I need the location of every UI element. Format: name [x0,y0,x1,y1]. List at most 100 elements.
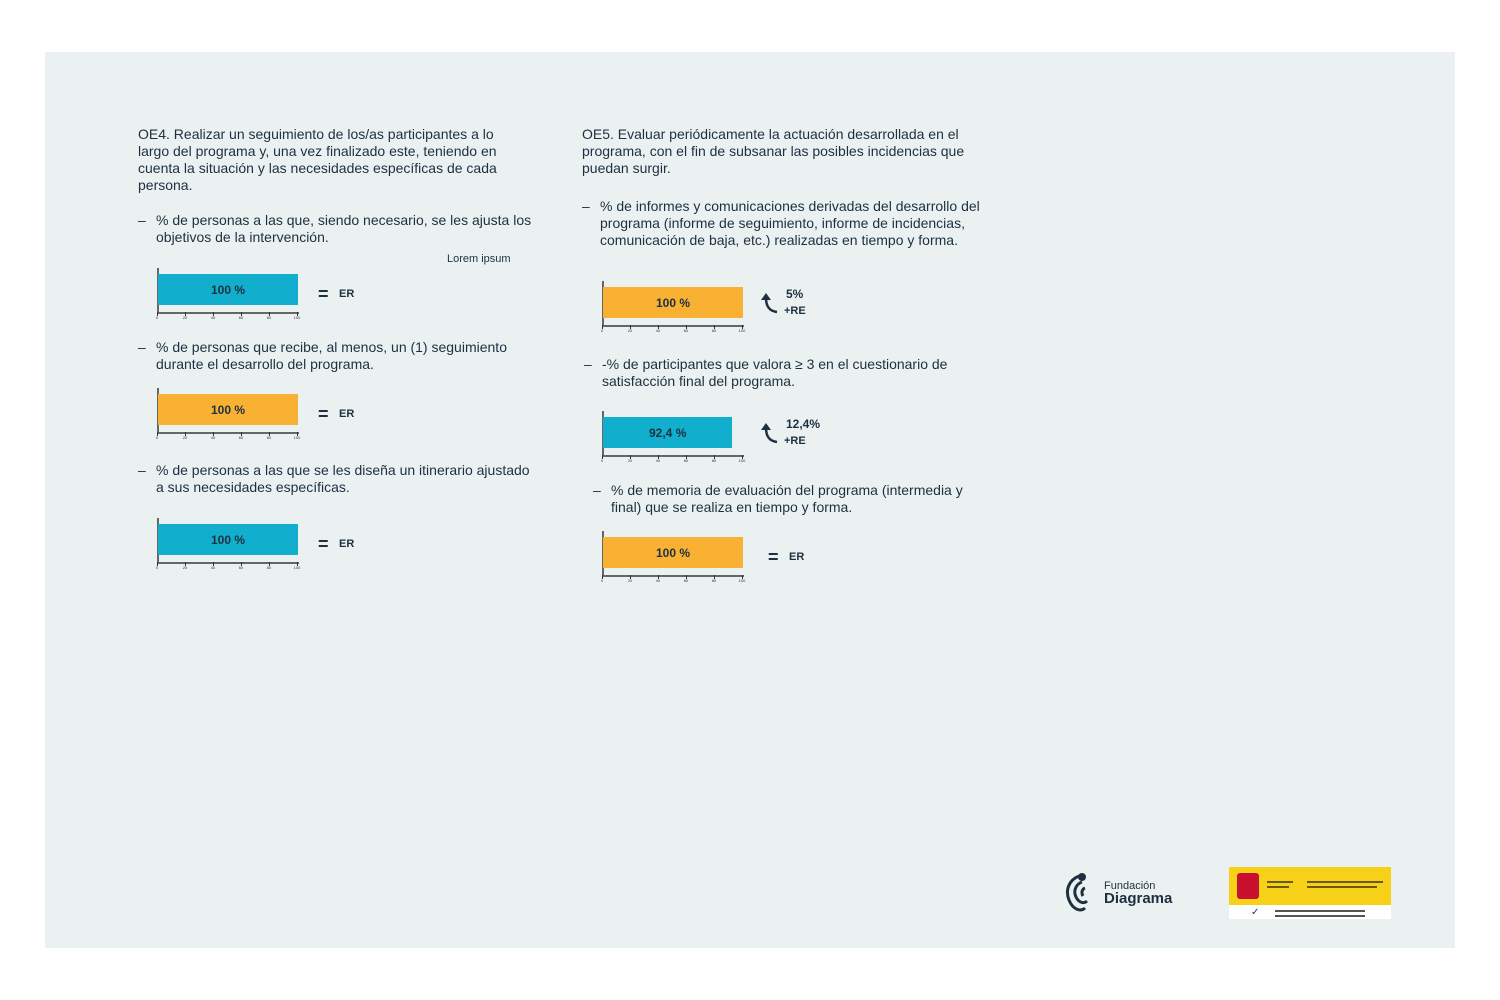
coat-of-arms-icon [1237,873,1259,899]
x-tick-label: 0 [600,458,604,463]
value-bar: 92,4 % [603,417,733,448]
x-tick-label: 60 [238,315,244,320]
x-tick-label: 40 [655,458,661,463]
indicator-text: –% de personas a las que, siendo necesar… [138,212,536,246]
bar-label: 100 % [655,295,691,310]
x-axis [602,325,744,327]
indicator-bar-chart: 100 % 0 20 40 60 80 100 [601,531,752,585]
x-tick [658,325,659,329]
x-tick [157,562,158,566]
diagrama-swirl-icon [1065,873,1089,912]
page-panel [45,52,1455,948]
oe5-title: OE5. Evaluar periódicamente la actuación… [582,126,965,176]
x-axis [602,455,744,457]
x-tick-label: 40 [210,565,216,570]
equals-icon: = [768,547,779,567]
indicator-label: % de personas a las que se les diseña un… [156,462,530,495]
bullet-dash: – [593,482,601,498]
bullet-dash: – [584,356,592,372]
x-tick-label: 100 [738,458,746,463]
bar-label: 100 % [210,282,246,297]
x-axis [602,575,744,577]
indicator-label: % de personas que recibe, al menos, un (… [156,339,507,372]
x-tick [602,455,603,459]
x-tick [213,312,214,316]
curved-arrow-up-icon [761,293,778,314]
delta-value: 5% [786,287,804,301]
x-tick [686,455,687,459]
x-tick-label: 20 [627,578,633,583]
x-tick [269,312,270,316]
value-bar: 100 % [158,524,298,555]
x-tick [269,562,270,566]
x-axis [157,312,299,314]
bullet-dash: – [138,462,146,478]
x-tick [714,575,715,579]
indicator-text: –% de personas a las que se les diseña u… [138,462,536,496]
x-tick [297,432,298,436]
result-label: +RE [784,305,806,317]
bullet-dash: – [582,198,590,214]
x-tick [241,432,242,436]
fundacion-diagrama-logo: Fundación Diagrama [1060,872,1172,914]
x-tick [686,325,687,329]
x-tick-label: 100 [293,435,301,440]
indicator-label: % de informes y comunicaciones derivadas… [600,198,980,248]
indicator-bar-chart: 100 % 0 20 40 60 80 100 [601,281,752,335]
x-tick [297,562,298,566]
x-tick-label: 0 [155,315,159,320]
x-tick-label: 0 [155,565,159,570]
value-bar: 100 % [158,394,298,425]
x-tick [602,325,603,329]
x-tick [185,562,186,566]
bullet-dash: – [138,339,146,355]
x-axis [157,432,299,434]
logo-line2: Diagrama [1104,890,1173,907]
bar-label: 100 % [210,532,246,547]
x-tick [742,575,743,579]
result-label: ER [339,288,355,300]
equals-icon: = [318,534,329,554]
indicator-label: % de memoria de evaluación del programa … [611,482,963,515]
x-tick-label: 20 [182,435,188,440]
x-tick-label: 40 [655,578,661,583]
bar-label: 100 % [655,545,691,560]
x-tick [630,575,631,579]
x-tick-label: 80 [266,435,272,440]
indicator-text: – -% de participantes que valora ≥ 3 en e… [584,356,997,390]
x-tick-label: 60 [683,578,689,583]
indicator-text: –% de memoria de evaluación del programa… [593,482,996,516]
x-tick-label: 20 [627,458,633,463]
x-tick-label: 80 [266,315,272,320]
x-tick-label: 60 [683,328,689,333]
result-label: +RE [784,435,806,447]
logo-line1: Fundación [1104,880,1156,892]
lorem-note: Lorem ipsum [447,253,511,265]
x-tick-label: 60 [238,565,244,570]
x-tick-label: 80 [711,578,717,583]
x-tick-label: 60 [683,458,689,463]
value-bar: 100 % [603,287,743,318]
indicator-label: % de personas a las que, siendo necesari… [156,212,532,245]
x-tick-label: 20 [182,315,188,320]
indicator-bar-chart: 92,4 % 0 20 40 60 80 100 [600,411,752,465]
x-axis [157,562,299,564]
x-tick [658,575,659,579]
equals-icon: = [318,284,329,304]
x-tick [686,575,687,579]
value-bar: 100 % [158,274,298,305]
x-tick [714,455,715,459]
x-tick-label: 100 [738,328,746,333]
bullet-dash: – [138,212,146,228]
x-tick [213,562,214,566]
x-tick [269,432,270,436]
x-tick [630,325,631,329]
x-tick-label: 0 [155,435,159,440]
oe4-title: OE4. Realizar un seguimiento de los/as p… [138,126,497,193]
x-tick-label: 100 [293,565,301,570]
value-bar: 100 % [603,537,743,568]
x-tick [241,312,242,316]
gobierno-espana-logo: ✓ [1229,867,1391,919]
x-tick [185,432,186,436]
x-tick [602,575,603,579]
